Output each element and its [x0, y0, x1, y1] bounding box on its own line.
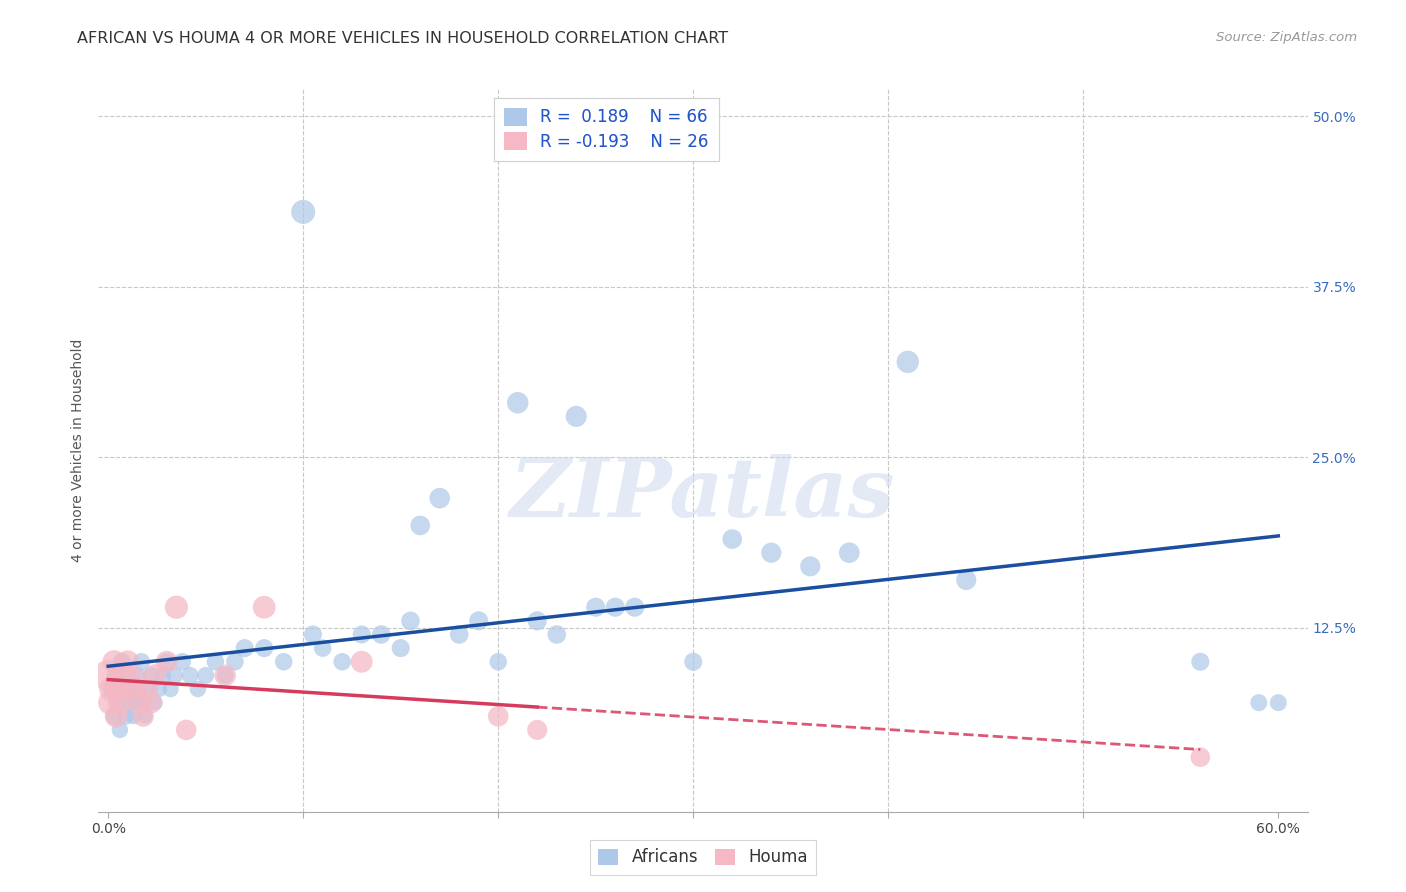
Point	[214, 668, 236, 682]
Point	[152, 668, 174, 682]
Point	[253, 641, 276, 656]
Point	[107, 681, 129, 696]
Point	[156, 655, 179, 669]
Point	[103, 655, 125, 669]
Point	[163, 668, 186, 682]
Point	[143, 668, 166, 682]
Point	[187, 681, 209, 696]
Point	[409, 518, 432, 533]
Point	[350, 655, 373, 669]
Point	[174, 723, 197, 737]
Point	[623, 600, 645, 615]
Point	[302, 627, 325, 641]
Point	[112, 681, 135, 696]
Point	[136, 681, 159, 696]
Point	[134, 709, 156, 723]
Point	[143, 696, 166, 710]
Point	[131, 655, 153, 669]
Point	[526, 614, 548, 628]
Point	[486, 655, 509, 669]
Text: AFRICAN VS HOUMA 4 OR MORE VEHICLES IN HOUSEHOLD CORRELATION CHART: AFRICAN VS HOUMA 4 OR MORE VEHICLES IN H…	[77, 31, 728, 46]
Point	[897, 355, 920, 369]
Point	[204, 655, 226, 669]
Point	[114, 709, 136, 723]
Point	[136, 681, 159, 696]
Point	[165, 600, 187, 615]
Point	[111, 655, 134, 669]
Point	[605, 600, 627, 615]
Point	[104, 668, 127, 682]
Point	[233, 641, 256, 656]
Point	[429, 491, 451, 505]
Point	[104, 709, 127, 723]
Point	[122, 709, 145, 723]
Point	[330, 655, 353, 669]
Point	[124, 681, 146, 696]
Point	[486, 709, 509, 723]
Point	[117, 655, 139, 669]
Point	[117, 668, 139, 682]
Point	[292, 205, 315, 219]
Point	[103, 709, 125, 723]
Point	[399, 614, 422, 628]
Point	[101, 681, 124, 696]
Point	[253, 600, 276, 615]
Point	[1189, 655, 1212, 669]
Point	[721, 532, 744, 546]
Point	[273, 655, 295, 669]
Point	[565, 409, 588, 424]
Point	[179, 668, 201, 682]
Point	[107, 696, 129, 710]
Point	[139, 668, 162, 682]
Point	[101, 681, 124, 696]
Point	[506, 396, 529, 410]
Point	[799, 559, 821, 574]
Point	[546, 627, 568, 641]
Point	[1189, 750, 1212, 764]
Point	[350, 627, 373, 641]
Point	[370, 627, 392, 641]
Point	[955, 573, 977, 587]
Text: ZIPatlas: ZIPatlas	[510, 454, 896, 533]
Point	[121, 681, 143, 696]
Point	[132, 709, 155, 723]
Point	[1267, 696, 1289, 710]
Point	[127, 668, 149, 682]
Point	[118, 696, 141, 710]
Point	[389, 641, 412, 656]
Point	[585, 600, 607, 615]
Legend: R =  0.189    N = 66, R = -0.193    N = 26: R = 0.189 N = 66, R = -0.193 N = 26	[494, 97, 718, 161]
Point	[761, 546, 783, 560]
Point	[214, 668, 236, 682]
Point	[111, 668, 134, 682]
Point	[682, 655, 704, 669]
Point	[224, 655, 246, 669]
Point	[1247, 696, 1270, 710]
Point	[112, 681, 135, 696]
Point	[148, 681, 170, 696]
Point	[526, 723, 548, 737]
Point	[312, 641, 335, 656]
Point	[124, 696, 146, 710]
Point	[121, 668, 143, 682]
Point	[159, 681, 181, 696]
Point	[132, 696, 155, 710]
Y-axis label: 4 or more Vehicles in Household: 4 or more Vehicles in Household	[72, 339, 86, 562]
Point	[108, 696, 131, 710]
Point	[467, 614, 489, 628]
Point	[172, 655, 194, 669]
Point	[128, 681, 150, 696]
Point	[194, 668, 217, 682]
Point	[449, 627, 471, 641]
Point	[97, 668, 120, 682]
Legend: Africans, Houma: Africans, Houma	[591, 840, 815, 875]
Point	[139, 696, 162, 710]
Text: Source: ZipAtlas.com: Source: ZipAtlas.com	[1216, 31, 1357, 45]
Point	[98, 696, 121, 710]
Point	[108, 723, 131, 737]
Point	[156, 655, 179, 669]
Point	[128, 696, 150, 710]
Point	[838, 546, 860, 560]
